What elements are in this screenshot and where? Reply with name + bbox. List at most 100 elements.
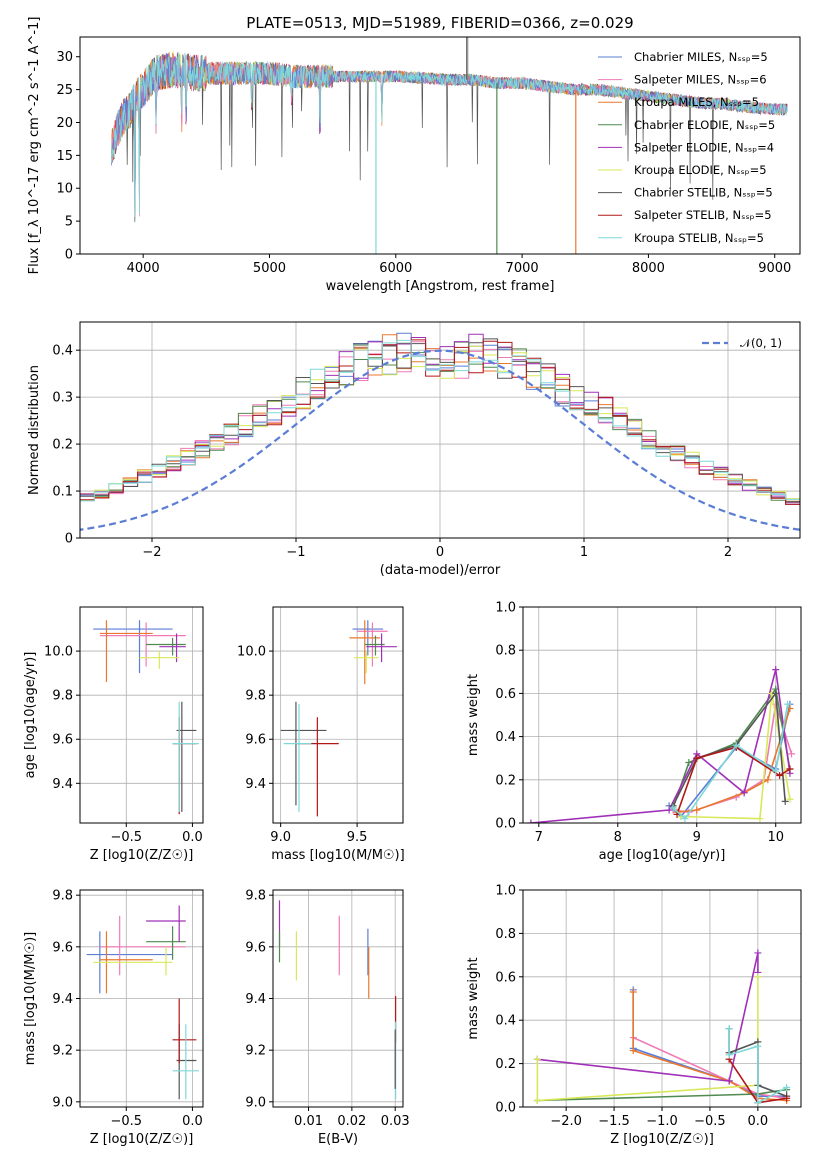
- mass-weight-marker: [772, 767, 780, 775]
- x-tick-label: 9: [693, 830, 701, 845]
- y-tick-label: 0.6: [495, 687, 516, 702]
- x-axis-label: E(B-V): [318, 1132, 358, 1147]
- y-tick-label: 9.0: [52, 1095, 73, 1110]
- y-tick-label: 0.8: [495, 644, 516, 659]
- x-tick-label: 7: [535, 830, 543, 845]
- mass-weight-marker: [754, 973, 762, 981]
- y-tick-label: 1.0: [495, 884, 516, 899]
- plot-area: [527, 666, 796, 823]
- y-tick-label: 9.6: [52, 733, 73, 748]
- mass-weight-marker: [725, 1051, 733, 1059]
- panel-mass-weight-vs-age: 7 8 9 10 0.0 0.2 0.4 0.6 0.8 1.0 age [log10(age/yr…: [466, 601, 802, 863]
- y-tick-label: 0: [65, 532, 73, 547]
- x-tick-label: 0: [436, 545, 444, 560]
- x-tick-label: −1: [286, 545, 305, 560]
- y-axis-label: Normed distribution: [27, 365, 42, 495]
- mass-weight-line: [537, 952, 759, 1082]
- panel-spectrum: Chabrier MILES, Nₛₛₚ=5 Salpeter MILES, Nₛ…: [27, 17, 801, 294]
- axes-frame: [522, 606, 802, 824]
- axes-frame: [272, 606, 404, 824]
- y-tick-label: 0.2: [495, 773, 516, 788]
- x-tick-label: −2: [142, 545, 161, 560]
- mass-weight-marker: [527, 819, 535, 823]
- y-tick-label: 1.0: [495, 601, 516, 616]
- axes-frame: [79, 36, 801, 255]
- y-tick-label: 5: [65, 215, 73, 230]
- y-tick-label: 20: [56, 116, 73, 131]
- x-tick-label: 8000: [632, 261, 665, 276]
- y-tick-label: 25: [56, 83, 73, 98]
- x-tick-label: 5000: [253, 261, 286, 276]
- y-tick-label: 0.1: [52, 485, 73, 500]
- x-tick-label: 8: [614, 830, 622, 845]
- mass-weight-marker: [725, 1025, 733, 1033]
- mass-weight-marker: [786, 765, 794, 773]
- mass-weight-marker: [665, 806, 673, 814]
- y-tick-label: 0.0: [495, 1101, 516, 1116]
- legend: Chabrier MILES, Nₛₛₚ=5 Salpeter MILES, Nₛ…: [598, 50, 775, 245]
- x-axis-label: Z [log10(Z/Z☉)]: [90, 1132, 194, 1147]
- figure-title: PLATE=0513, MJD=51989, FIBERID=0366, z=0…: [246, 14, 633, 32]
- x-tick-label: 9000: [758, 261, 791, 276]
- histogram-step-8: [80, 339, 800, 504]
- y-tick-label: 10: [56, 182, 73, 197]
- legend-label: Salpeter STELIB, Nₛₛₚ=5: [634, 208, 772, 222]
- plot-area: [533, 949, 791, 1107]
- legend-label: Salpeter ELODIE, Nₛₛₚ=4: [634, 140, 774, 154]
- y-tick-label: 9.6: [245, 733, 266, 748]
- y-axis-label: mass weight: [466, 957, 481, 1039]
- mass-weight-marker: [669, 804, 677, 812]
- legend-label: Chabrier ELODIE, Nₛₛₚ=5: [634, 118, 775, 132]
- panel-age-vs-z: −0.5 0.0 9.4 9.6 9.8 10.0 Z [log10(Z/Z☉)] age […: [23, 606, 204, 863]
- plot-area: [80, 332, 800, 531]
- y-tick-label: 0.3: [52, 391, 73, 406]
- mass-weight-marker: [725, 1077, 733, 1085]
- mass-weight-marker: [681, 815, 689, 823]
- x-tick-label: 2: [724, 545, 732, 560]
- mass-weight-marker: [786, 795, 794, 803]
- plot-area: [111, 37, 788, 254]
- x-axis-label: wavelength [Angstrom, rest frame]: [326, 279, 555, 294]
- mass-weight-marker: [784, 700, 792, 708]
- x-tick-label: 0.0: [182, 1114, 203, 1129]
- histogram-step-7: [80, 339, 800, 505]
- legend-label: 𝒩(0, 1): [740, 336, 782, 350]
- x-tick-label: 0.0: [748, 1114, 769, 1129]
- legend-label: Chabrier STELIB, Nₛₛₚ=5: [634, 186, 773, 200]
- mass-weight-marker: [764, 776, 772, 784]
- plot-area: [280, 620, 397, 817]
- x-axis-label: (data-model)/error: [380, 563, 501, 578]
- y-tick-label: 0.4: [495, 730, 516, 745]
- plot-area: [93, 620, 200, 815]
- x-tick-label: −0.5: [111, 1114, 143, 1129]
- x-tick-label: −0.5: [694, 1114, 726, 1129]
- y-tick-label: 9.8: [52, 889, 73, 904]
- legend-label: Kroupa MILES, Nₛₛₚ=5: [634, 95, 759, 109]
- y-tick-label: 10.0: [44, 645, 73, 660]
- x-tick-label: 4000: [127, 261, 160, 276]
- panel-mass-weight-vs-z: −2.0 −1.5 −1.0 −0.5 0.0 0.0 0.2 0.4 0.6 0.8 1.0 Z […: [466, 884, 802, 1147]
- gaussian-reference-curve: [80, 349, 800, 531]
- legend-label: Salpeter MILES, Nₛₛₚ=6: [634, 73, 767, 87]
- legend-label: Chabrier MILES, Nₛₛₚ=5: [634, 50, 768, 64]
- mass-weight-marker: [756, 815, 764, 823]
- x-axis-label: Z [log10(Z/Z☉)]: [610, 1132, 714, 1147]
- y-tick-label: 9.8: [245, 889, 266, 904]
- mass-weight-line: [530, 669, 791, 823]
- y-axis-label: Flux [f_λ 10^-17 erg cm^-2 s^-1 A^-1]: [27, 17, 42, 275]
- y-tick-label: 9.2: [52, 1044, 73, 1059]
- legend-label: Kroupa STELIB, Nₛₛₚ=5: [634, 231, 764, 245]
- mass-weight-marker: [533, 1096, 541, 1104]
- mass-weight-line: [632, 1036, 787, 1100]
- y-tick-label: 0.2: [495, 1057, 516, 1072]
- panel-mass-vs-ebv: 0.01 0.02 0.03 9.0 9.2 9.4 9.6 9.8 E(B-V): [245, 889, 409, 1147]
- y-tick-label: 0.4: [52, 344, 73, 359]
- panel-mass-vs-z: −0.5 0.0 9.0 9.2 9.4 9.6 9.8 Z [log10(Z/Z☉)] mas…: [23, 889, 204, 1147]
- x-tick-label: 9.5: [347, 830, 368, 845]
- x-axis-label: mass [log10(M/M☉)]: [271, 848, 404, 863]
- x-tick-label: −1.0: [646, 1114, 678, 1129]
- mass-weight-marker: [693, 754, 701, 762]
- legend-label: Kroupa ELODIE, Nₛₛₚ=5: [634, 163, 767, 177]
- mass-weight-marker: [754, 949, 762, 957]
